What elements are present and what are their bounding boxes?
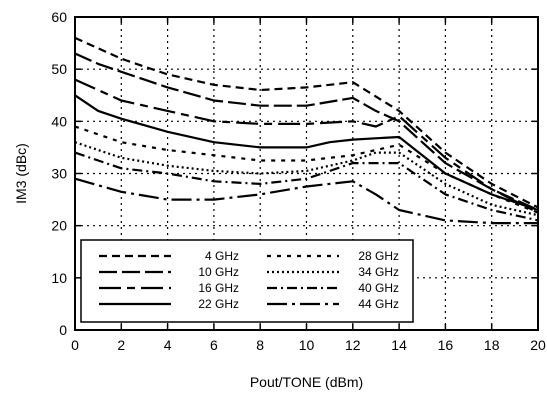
x-tick-label: 12 [345, 337, 361, 353]
x-tick-label: 2 [117, 337, 125, 353]
y-tick-label: 50 [51, 61, 67, 77]
legend-label: 34 GHz [358, 265, 399, 279]
series-line-40-ghz [74, 151, 539, 222]
legend-label: 16 GHz [198, 281, 239, 295]
y-tick-label: 30 [51, 166, 67, 182]
x-tick-label: 0 [71, 337, 79, 353]
series-line-10-ghz [74, 52, 539, 212]
x-tick-label: 20 [530, 337, 546, 353]
legend-label: 44 GHz [358, 297, 399, 311]
legend: 4 GHz 10 GHz 16 GHz 22 GHz 28 GHz 34 GHz 40 GH… [80, 239, 414, 323]
x-tick-label: 4 [164, 337, 172, 353]
series-line-34-ghz [74, 141, 539, 217]
x-tick-label: 18 [484, 337, 500, 353]
series-line-4-ghz [74, 36, 539, 209]
axis-ticks: 0 2 4 6 8 10 12 14 16 18 20 0 10 20 30 40 50 60 [51, 9, 546, 353]
x-tick-label: 6 [210, 337, 218, 353]
x-tick-label: 8 [256, 337, 264, 353]
x-tick-label: 10 [299, 337, 315, 353]
legend-box [80, 239, 414, 323]
series-lines [74, 36, 539, 225]
series-line-28-ghz [74, 125, 539, 214]
legend-label: 4 GHz [205, 249, 239, 263]
legend-label: 22 GHz [198, 297, 239, 311]
x-tick-label: 14 [391, 337, 407, 353]
y-tick-label: 40 [51, 113, 67, 129]
y-axis-title: IM3 (dBc) [13, 143, 29, 204]
legend-label: 28 GHz [358, 249, 399, 263]
y-tick-label: 20 [51, 218, 67, 234]
y-tick-label: 10 [51, 270, 67, 286]
series-line-44-ghz [74, 177, 538, 225]
x-axis-title: Pout/TONE (dBm) [250, 374, 363, 390]
legend-label: 10 GHz [198, 265, 239, 279]
series-line-16-ghz [74, 78, 539, 214]
y-tick-label: 0 [59, 322, 67, 338]
x-tick-label: 16 [438, 337, 454, 353]
y-tick-label: 60 [51, 9, 67, 25]
legend-label: 40 GHz [358, 281, 399, 295]
